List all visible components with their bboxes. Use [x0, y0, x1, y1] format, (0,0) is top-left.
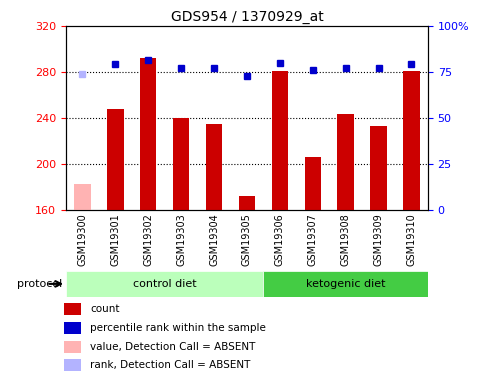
Bar	[63, 322, 81, 334]
Text: rank, Detection Call = ABSENT: rank, Detection Call = ABSENT	[90, 360, 250, 370]
Bar	[63, 359, 81, 371]
Text: value, Detection Call = ABSENT: value, Detection Call = ABSENT	[90, 342, 255, 352]
Bar	[263, 271, 427, 297]
Bar	[63, 340, 81, 352]
Bar	[107, 109, 123, 210]
Bar	[271, 71, 287, 210]
Bar	[66, 271, 263, 297]
Bar	[173, 118, 189, 210]
Text: GSM19310: GSM19310	[406, 213, 416, 266]
Bar	[140, 58, 156, 210]
Text: GSM19302: GSM19302	[143, 213, 153, 266]
Text: GSM19303: GSM19303	[176, 213, 186, 266]
Text: count: count	[90, 304, 120, 314]
Bar	[205, 124, 222, 210]
Text: GSM19308: GSM19308	[340, 213, 350, 266]
Title: GDS954 / 1370929_at: GDS954 / 1370929_at	[170, 10, 323, 24]
Bar	[238, 196, 255, 210]
Bar	[337, 114, 353, 210]
Text: percentile rank within the sample: percentile rank within the sample	[90, 323, 266, 333]
Bar	[74, 184, 90, 210]
Text: GSM19300: GSM19300	[77, 213, 87, 266]
Bar	[369, 126, 386, 210]
Text: GSM19305: GSM19305	[242, 213, 251, 266]
Text: GSM19306: GSM19306	[274, 213, 284, 266]
Text: GSM19304: GSM19304	[209, 213, 219, 266]
Text: GSM19301: GSM19301	[110, 213, 120, 266]
Bar	[403, 71, 419, 210]
Text: control diet: control diet	[133, 279, 196, 289]
Text: ketogenic diet: ketogenic diet	[305, 279, 385, 289]
Bar	[304, 157, 320, 210]
Text: GSM19307: GSM19307	[307, 213, 317, 266]
Text: GSM19309: GSM19309	[373, 213, 383, 266]
Bar	[63, 303, 81, 315]
Text: protocol: protocol	[18, 279, 62, 289]
